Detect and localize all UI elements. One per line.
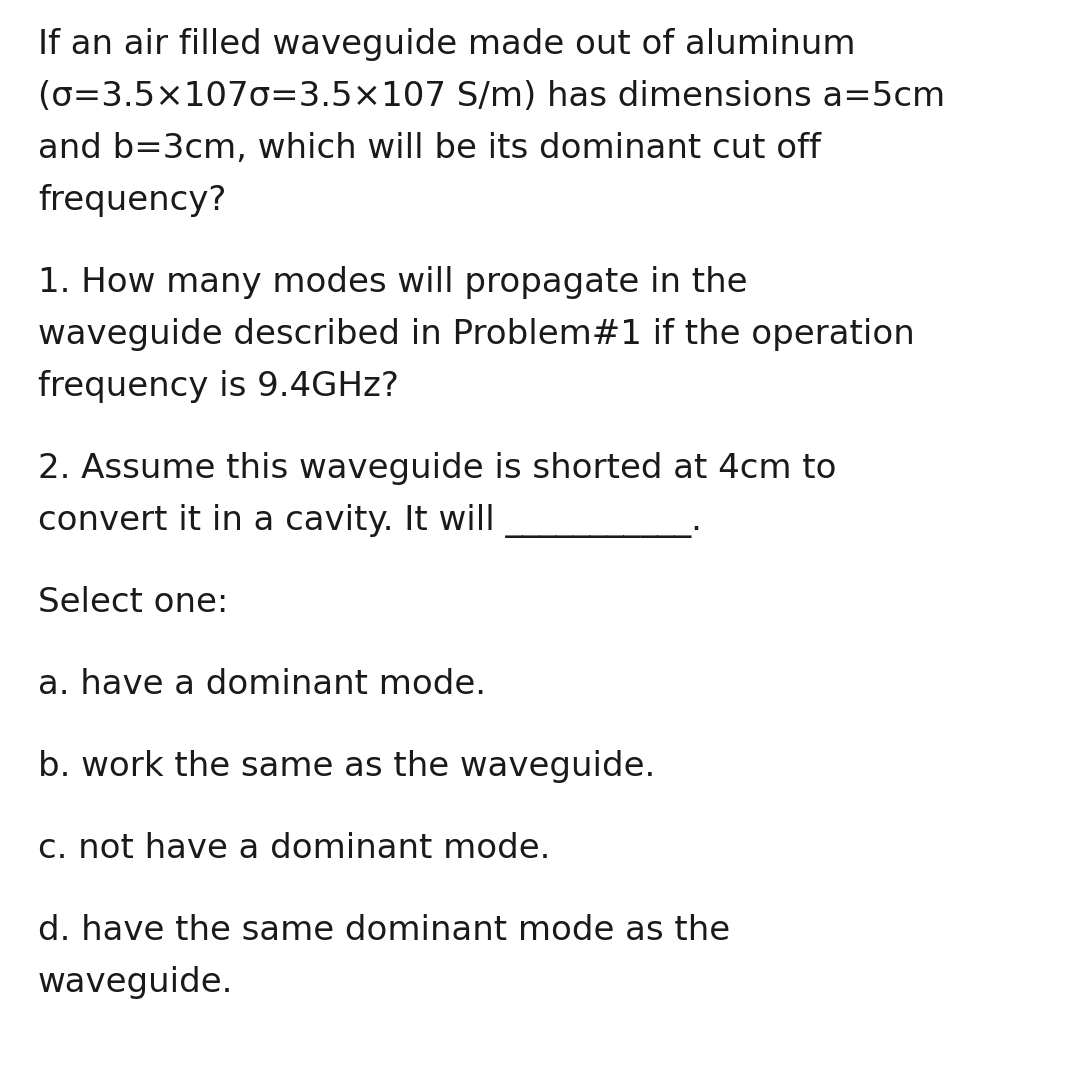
Text: and b=3cm, which will be its dominant cut off: and b=3cm, which will be its dominant cu… xyxy=(38,132,821,165)
Text: waveguide.: waveguide. xyxy=(38,966,233,999)
Text: frequency?: frequency? xyxy=(38,184,227,217)
Text: c. not have a dominant mode.: c. not have a dominant mode. xyxy=(38,832,551,865)
Text: 2. Assume this waveguide is shorted at 4cm to: 2. Assume this waveguide is shorted at 4… xyxy=(38,452,837,485)
Text: a. have a dominant mode.: a. have a dominant mode. xyxy=(38,668,486,701)
Text: waveguide described in Problem#1 if the operation: waveguide described in Problem#1 if the … xyxy=(38,318,915,351)
Text: frequency is 9.4GHz?: frequency is 9.4GHz? xyxy=(38,370,399,403)
Text: 1. How many modes will propagate in the: 1. How many modes will propagate in the xyxy=(38,266,747,299)
Text: Select one:: Select one: xyxy=(38,586,228,620)
Text: d. have the same dominant mode as the: d. have the same dominant mode as the xyxy=(38,914,730,947)
Text: If an air filled waveguide made out of aluminum: If an air filled waveguide made out of a… xyxy=(38,28,855,61)
Text: (σ=3.5×107σ=3.5×107 S/m) has dimensions a=5cm: (σ=3.5×107σ=3.5×107 S/m) has dimensions … xyxy=(38,80,945,113)
Text: b. work the same as the waveguide.: b. work the same as the waveguide. xyxy=(38,750,656,783)
Text: convert it in a cavity. It will ___________.: convert it in a cavity. It will ________… xyxy=(38,504,702,538)
